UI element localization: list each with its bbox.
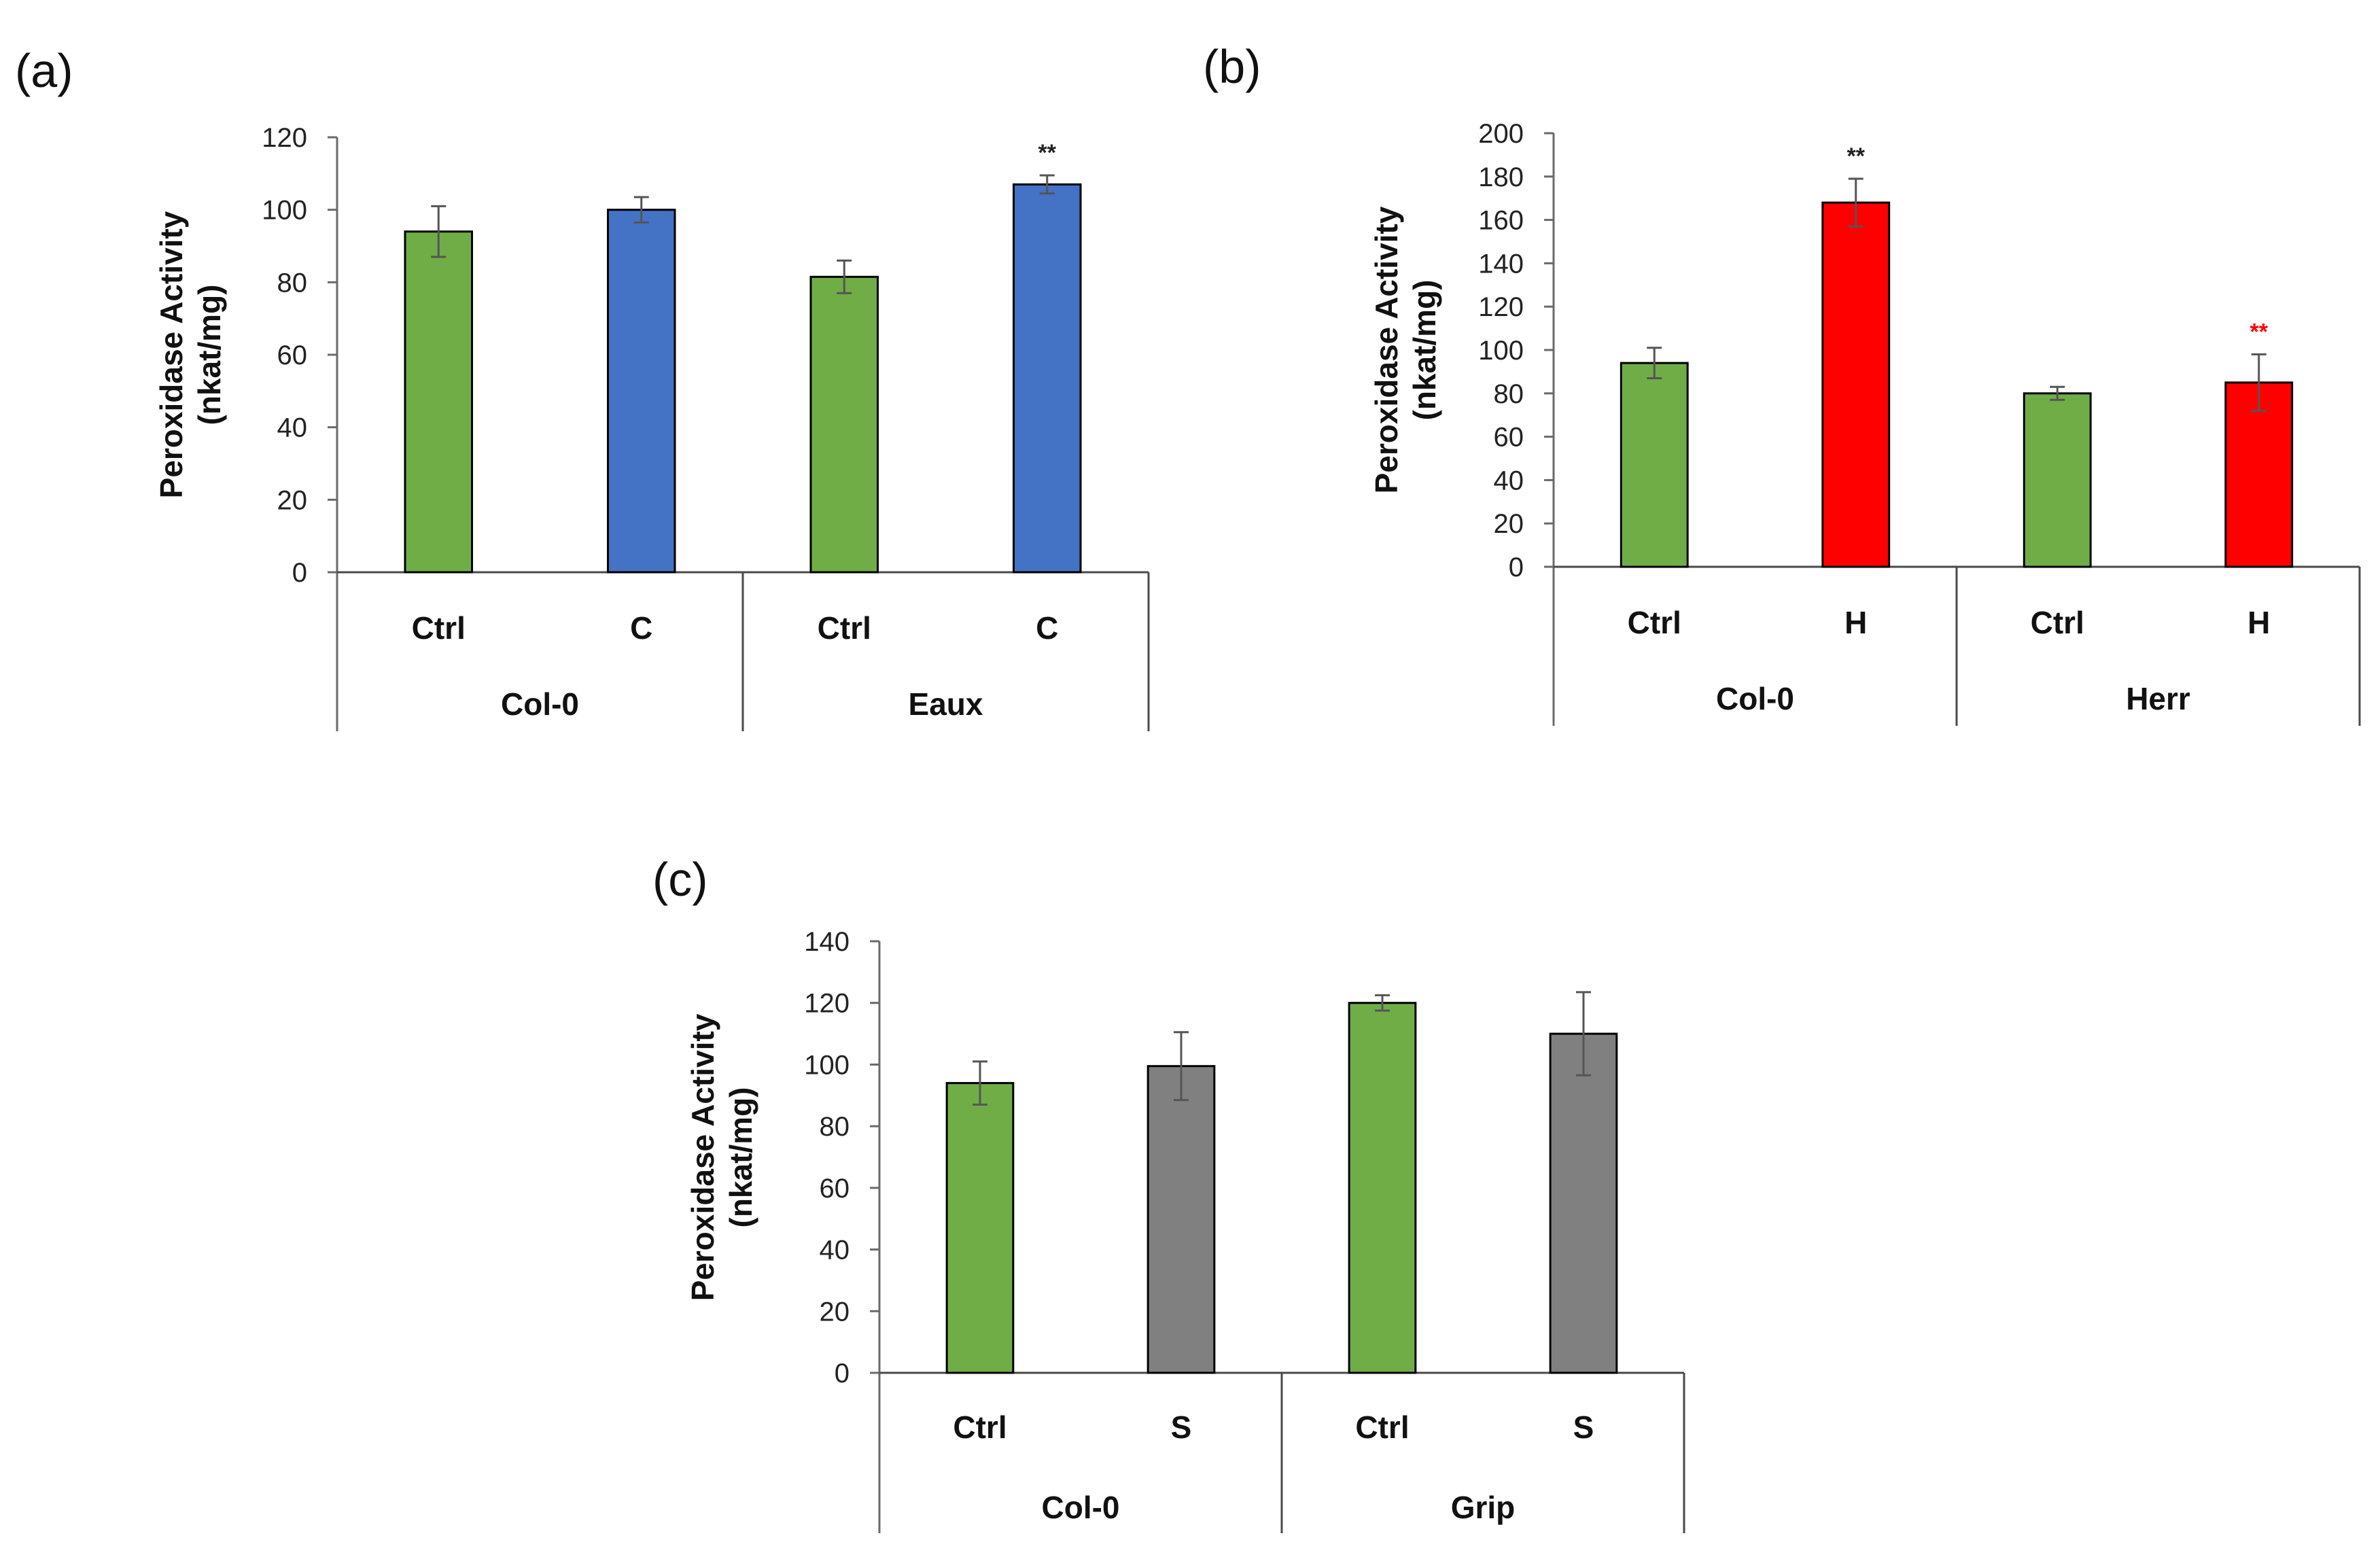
y-tick-label: 20 (1494, 509, 1524, 539)
category-label: H (1844, 605, 1867, 640)
y-tick-label: 80 (1494, 379, 1524, 409)
bar (945, 1082, 1015, 1374)
bar (1620, 362, 1689, 568)
group-label: Grip (1451, 1490, 1516, 1525)
category-label: Ctrl (1628, 605, 1681, 640)
y-axis-title: Peroxidase Activity(nkat/mg) (154, 211, 227, 498)
y-tick-label: 40 (820, 1236, 850, 1265)
y-tick-label: 120 (804, 989, 850, 1019)
bar (1012, 183, 1082, 574)
y-tick-label: 100 (804, 1050, 850, 1080)
y-tick-label: 80 (820, 1112, 850, 1142)
category-label: Ctrl (1355, 1410, 1409, 1445)
y-tick-label: 0 (835, 1359, 850, 1388)
group-label: Col-0 (1042, 1490, 1120, 1525)
y-tick-label: 0 (292, 558, 307, 588)
y-axis-title-line2: (nkat/mg) (1407, 280, 1442, 421)
y-tick-label: 80 (277, 268, 308, 298)
bar (404, 230, 474, 574)
y-tick-label: 160 (1478, 206, 1524, 236)
y-tick-label: 120 (1478, 292, 1524, 322)
group-label: Eaux (909, 686, 983, 722)
bar (1549, 1032, 1618, 1374)
panel-label: (c) (652, 853, 708, 906)
category-label: H (2247, 605, 2270, 640)
category-label: Ctrl (818, 610, 871, 646)
category-label: Ctrl (2031, 605, 2084, 640)
y-tick-label: 40 (277, 413, 308, 443)
y-tick-label: 140 (1478, 249, 1524, 279)
panel-label: (a) (15, 44, 73, 97)
group-label: Col-0 (501, 686, 579, 722)
category-label: Ctrl (953, 1410, 1007, 1445)
y-tick-label: 120 (262, 123, 307, 153)
y-axis-title: Peroxidase Activity(nkat/mg) (1369, 206, 1442, 493)
y-axis-title-line2: (nkat/mg) (192, 285, 227, 425)
y-tick-label: 100 (1478, 336, 1524, 366)
significance-marker: ** (1038, 140, 1057, 166)
significance-marker: ** (2250, 319, 2269, 345)
y-tick-label: 200 (1478, 119, 1524, 149)
bar (1821, 201, 1891, 568)
significance-marker: ** (1847, 143, 1866, 169)
bar (1147, 1065, 1216, 1374)
y-axis-title-line1: Peroxidase Activity (1369, 206, 1404, 493)
category-label: S (1171, 1410, 1192, 1445)
bar (2023, 392, 2092, 568)
y-tick-label: 60 (1494, 423, 1524, 453)
group-label: Col-0 (1716, 681, 1794, 716)
y-tick-label: 180 (1478, 162, 1524, 192)
category-label: S (1573, 1410, 1594, 1445)
y-axis-title: Peroxidase Activity(nkat/mg) (685, 1013, 758, 1301)
category-label: Ctrl (412, 610, 466, 646)
panel-b: (b) Peroxidase Activity(nkat/mg) 0 20 40 60 80… (1203, 40, 2361, 726)
y-tick-label: 60 (820, 1174, 850, 1204)
panel-a: (a) Peroxidase Activity(nkat/mg) 0 20 40 60 80… (15, 44, 1150, 731)
y-tick-label: 60 (277, 340, 308, 370)
panel-label: (b) (1203, 40, 1261, 93)
y-tick-label: 140 (804, 927, 850, 957)
bar (2224, 381, 2294, 568)
category-label: C (1036, 610, 1058, 646)
bar (1348, 1002, 1417, 1374)
bar (809, 275, 879, 574)
group-label: Herr (2126, 681, 2190, 716)
y-tick-label: 100 (262, 196, 307, 226)
y-tick-label: 20 (277, 485, 308, 515)
panel-c: (c) Peroxidase Activity(nkat/mg) 0 20 40 60 80… (652, 853, 1685, 1533)
bar (606, 209, 676, 574)
y-tick-label: 0 (1509, 553, 1524, 582)
y-axis-title-line2: (nkat/mg) (723, 1087, 758, 1228)
category-label: C (630, 610, 652, 646)
y-axis-title-line1: Peroxidase Activity (685, 1013, 720, 1301)
y-axis-title-line1: Peroxidase Activity (154, 211, 189, 498)
y-tick-label: 40 (1494, 466, 1524, 495)
y-tick-label: 20 (820, 1297, 850, 1327)
